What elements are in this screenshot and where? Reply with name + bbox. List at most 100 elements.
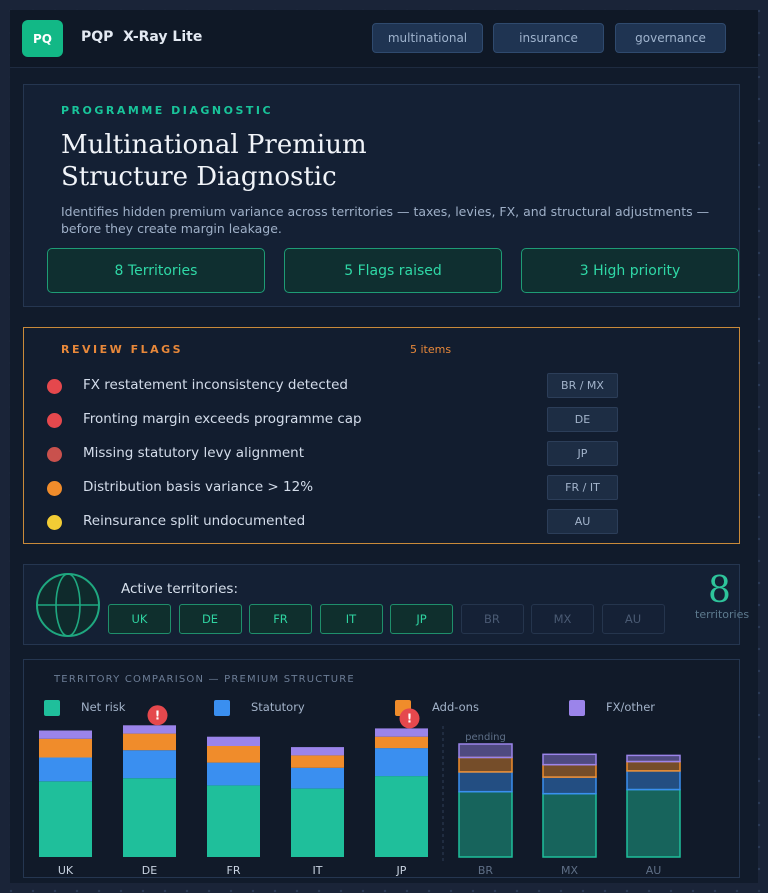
bar-de-fx-other bbox=[123, 725, 176, 734]
territory-chip-it[interactable]: IT bbox=[319, 604, 383, 634]
pending-label: pending bbox=[465, 732, 506, 743]
territory-chip-uk[interactable]: UK bbox=[108, 604, 171, 634]
severity-dot-icon bbox=[47, 481, 62, 496]
bar-au-fx-other bbox=[626, 754, 681, 763]
territory-chip-br[interactable]: BR bbox=[460, 604, 524, 634]
territory-chip-de[interactable]: DE bbox=[178, 604, 242, 634]
premium-structure-chart: pending UK! DE FR IT! JP BR MX AU bbox=[39, 705, 681, 877]
tick-label-fr: FR bbox=[227, 864, 241, 877]
app-name: PQP X-Ray Lite bbox=[81, 29, 203, 45]
flag-territory-badge: DE bbox=[547, 407, 618, 432]
territory-count: 8 bbox=[708, 570, 731, 611]
legend-swatch bbox=[569, 700, 585, 716]
flag-territory-badge: FR / IT bbox=[547, 475, 618, 500]
stat-flags-raised[interactable]: 5 Flags raised bbox=[284, 248, 502, 293]
flag-description: FX restatement inconsistency detected bbox=[83, 377, 348, 393]
flag-row[interactable]: Distribution basis variance > 12% FR / IT bbox=[24, 471, 739, 505]
bar-de-add-ons bbox=[123, 733, 176, 751]
territory-chip-mx[interactable]: MX bbox=[531, 604, 594, 634]
bar-br-net-risk bbox=[458, 790, 513, 858]
flag-row[interactable]: FX restatement inconsistency detected BR … bbox=[24, 369, 739, 403]
top-bar: PQ PQP X-Ray Lite multinational insuranc… bbox=[10, 10, 758, 68]
app-logo: PQ bbox=[22, 20, 63, 57]
severity-dot-icon bbox=[47, 413, 62, 428]
severity-dot-icon bbox=[47, 447, 62, 462]
territory-count-caption: territories bbox=[695, 608, 750, 621]
bar-uk-net-risk bbox=[39, 781, 92, 857]
legend-label: Net risk bbox=[81, 700, 126, 714]
tick-label-jp: JP bbox=[396, 864, 407, 877]
severity-dot-icon bbox=[47, 515, 62, 530]
legend-swatch bbox=[44, 700, 60, 716]
legend-swatch bbox=[214, 700, 230, 716]
tick-label-it: IT bbox=[313, 864, 323, 877]
territory-chip-au[interactable]: AU bbox=[601, 604, 665, 634]
content-frame: PROGRAMME DIAGNOSTIC Multinational Premi… bbox=[10, 68, 758, 883]
stat-territories[interactable]: 8 Territories bbox=[47, 248, 265, 293]
bar-uk-fx-other bbox=[39, 730, 92, 739]
bar-jp-statutory bbox=[375, 748, 428, 777]
diagnostic-header: PROGRAMME DIAGNOSTIC Multinational Premi… bbox=[23, 84, 740, 307]
flag-description: Missing statutory levy alignment bbox=[83, 445, 304, 461]
bar-au-add-ons bbox=[626, 760, 681, 772]
review-flags-panel: REVIEW FLAGS 5 items FX restatement inco… bbox=[23, 327, 740, 544]
bar-mx-statutory bbox=[542, 776, 597, 795]
bar-fr-net-risk bbox=[207, 785, 260, 857]
bar-de-net-risk bbox=[123, 778, 176, 857]
bar-br-statutory bbox=[458, 771, 513, 793]
bar-it-statutory bbox=[291, 767, 344, 789]
flag-territory-badge: JP bbox=[547, 441, 618, 466]
stat-high-priority[interactable]: 3 High priority bbox=[521, 248, 739, 293]
tick-label-mx: MX bbox=[561, 864, 578, 877]
tick-label-uk: UK bbox=[58, 864, 74, 877]
legend-label: Add-ons bbox=[432, 700, 479, 714]
severity-dot-icon bbox=[47, 379, 62, 394]
tick-label-de: DE bbox=[142, 864, 157, 877]
bar-jp-fx-other bbox=[375, 728, 428, 737]
bar-fr-fx-other bbox=[207, 736, 260, 746]
bar-mx-add-ons bbox=[542, 763, 597, 778]
tag-multinational[interactable]: multinational bbox=[372, 23, 483, 53]
territory-chip-fr[interactable]: FR bbox=[249, 604, 312, 634]
page-description: Identifies hidden premium variance acros… bbox=[61, 204, 710, 236]
bar-mx-fx-other bbox=[542, 753, 597, 766]
tag-governance[interactable]: governance bbox=[615, 23, 726, 53]
territory-chip-jp[interactable]: JP bbox=[390, 604, 453, 634]
bar-br-add-ons bbox=[458, 756, 513, 773]
territory-comparison-chart: TERRITORY COMPARISON — PREMIUM STRUCTURE… bbox=[23, 659, 740, 878]
flag-row[interactable]: Fronting margin exceeds programme cap DE bbox=[24, 403, 739, 437]
active-territories-panel: Active territories: UK DE FR IT JP BR MX AU 8 t… bbox=[23, 564, 750, 645]
flag-description: Reinsurance split undocumented bbox=[83, 513, 306, 529]
bar-it-net-risk bbox=[291, 788, 344, 857]
active-territories-label: Active territories: bbox=[121, 581, 239, 597]
bar-au-net-risk bbox=[626, 788, 681, 858]
flag-alert-symbol: ! bbox=[155, 708, 160, 722]
page-title: Multinational Premium Structure Diagnost… bbox=[61, 130, 367, 192]
bar-it-add-ons bbox=[291, 755, 344, 768]
flag-row[interactable]: Missing statutory levy alignment JP bbox=[24, 437, 739, 471]
bar-fr-statutory bbox=[207, 762, 260, 786]
flag-territory-badge: AU bbox=[547, 509, 618, 534]
flag-description: Distribution basis variance > 12% bbox=[83, 479, 314, 495]
bar-mx-net-risk bbox=[542, 792, 597, 858]
flag-row[interactable]: Reinsurance split undocumented AU bbox=[24, 505, 739, 539]
bar-jp-add-ons bbox=[375, 736, 428, 749]
bar-jp-net-risk bbox=[375, 776, 428, 857]
chart-title: TERRITORY COMPARISON — PREMIUM STRUCTURE bbox=[54, 674, 355, 685]
bar-fr-add-ons bbox=[207, 746, 260, 763]
globe-icon bbox=[36, 573, 100, 637]
flag-alert-icon bbox=[399, 708, 420, 729]
review-flags-title: REVIEW FLAGS bbox=[61, 343, 184, 356]
review-flags-count: 5 items bbox=[410, 343, 452, 356]
legend-label: FX/other bbox=[606, 700, 656, 714]
bar-uk-add-ons bbox=[39, 738, 92, 758]
flag-territory-badge: BR / MX bbox=[547, 373, 618, 398]
bar-de-statutory bbox=[123, 750, 176, 779]
tag-insurance[interactable]: insurance bbox=[493, 23, 604, 53]
tick-label-au: AU bbox=[646, 864, 662, 877]
flag-alert-icon bbox=[147, 705, 168, 726]
legend-label: Statutory bbox=[251, 700, 305, 714]
bar-uk-statutory bbox=[39, 757, 92, 782]
bar-br-fx-other bbox=[458, 743, 513, 759]
bar-au-statutory bbox=[626, 770, 681, 791]
